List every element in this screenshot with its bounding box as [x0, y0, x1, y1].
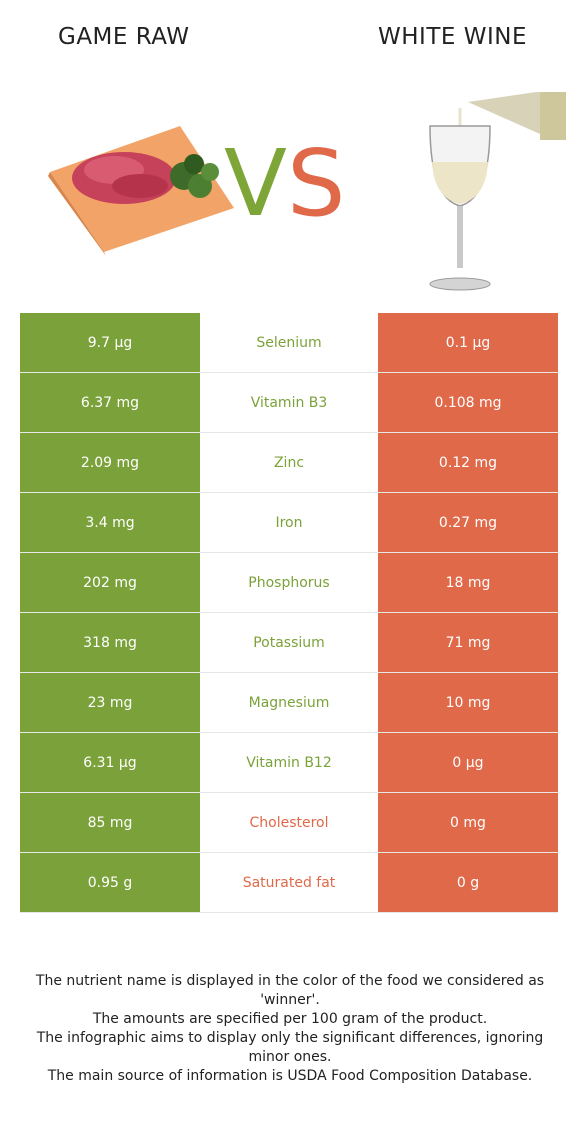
- right-value: 0 mg: [378, 792, 558, 853]
- left-value: 318 mg: [20, 612, 200, 673]
- nutrient-name: Potassium: [200, 612, 378, 673]
- left-value: 9.7 µg: [20, 313, 200, 373]
- left-value: 0.95 g: [20, 852, 200, 913]
- nutrient-row: 0.95 g Saturated fat 0 g: [20, 852, 558, 913]
- right-value: 0.1 µg: [378, 313, 558, 373]
- nutrient-name: Phosphorus: [200, 552, 378, 613]
- right-value: 0.12 mg: [378, 432, 558, 493]
- nutrient-row: 9.7 µg Selenium 0.1 µg: [20, 313, 558, 373]
- left-food-title: GAME RAW: [58, 24, 190, 50]
- left-value: 6.31 µg: [20, 732, 200, 793]
- right-food-title: WHITE WINE: [378, 24, 527, 50]
- footer-line: The amounts are specified per 100 gram o…: [92, 1011, 488, 1027]
- right-value: 0 µg: [378, 732, 558, 793]
- footer-line: The infographic aims to display only the…: [36, 1030, 544, 1065]
- game-raw-image: [48, 126, 234, 256]
- nutrient-row: 85 mg Cholesterol 0 mg: [20, 792, 558, 853]
- left-value: 202 mg: [20, 552, 200, 613]
- nutrient-name: Cholesterol: [200, 792, 378, 853]
- nutrient-row: 202 mg Phosphorus 18 mg: [20, 552, 558, 613]
- nutrient-row: 3.4 mg Iron 0.27 mg: [20, 492, 558, 553]
- left-value: 23 mg: [20, 672, 200, 733]
- vs-v: V: [224, 130, 287, 237]
- nutrient-name: Vitamin B3: [200, 372, 378, 433]
- nutrient-name: Iron: [200, 492, 378, 553]
- nutrient-name: Magnesium: [200, 672, 378, 733]
- nutrient-row: 23 mg Magnesium 10 mg: [20, 672, 558, 733]
- vs-label: VS: [224, 138, 345, 230]
- nutrient-row: 2.09 mg Zinc 0.12 mg: [20, 432, 558, 493]
- vs-s: S: [286, 130, 346, 237]
- nutrient-name: Saturated fat: [200, 852, 378, 913]
- nutrient-row: 6.37 mg Vitamin B3 0.108 mg: [20, 372, 558, 433]
- nutrient-name: Vitamin B12: [200, 732, 378, 793]
- nutrient-row: 318 mg Potassium 71 mg: [20, 612, 558, 673]
- nutrient-name: Selenium: [200, 313, 378, 373]
- right-value: 10 mg: [378, 672, 558, 733]
- left-value: 6.37 mg: [20, 372, 200, 433]
- footer-line: The nutrient name is displayed in the co…: [35, 973, 545, 1008]
- right-value: 71 mg: [378, 612, 558, 673]
- right-value: 0.27 mg: [378, 492, 558, 553]
- left-value: 3.4 mg: [20, 492, 200, 553]
- footer-line: The main source of information is USDA F…: [47, 1068, 533, 1084]
- right-value: 18 mg: [378, 552, 558, 613]
- right-value: 0 g: [378, 852, 558, 913]
- nutrient-row: 6.31 µg Vitamin B12 0 µg: [20, 732, 558, 793]
- right-value: 0.108 mg: [378, 372, 558, 433]
- left-value: 85 mg: [20, 792, 200, 853]
- white-wine-image: [429, 92, 566, 291]
- nutrient-name: Zinc: [200, 432, 378, 493]
- footer-notes: The nutrient name is displayed in the co…: [20, 972, 560, 1086]
- nutrient-table: 9.7 µg Selenium 0.1 µg 6.37 mg Vitamin B3 0.1…: [20, 313, 558, 913]
- left-value: 2.09 mg: [20, 432, 200, 493]
